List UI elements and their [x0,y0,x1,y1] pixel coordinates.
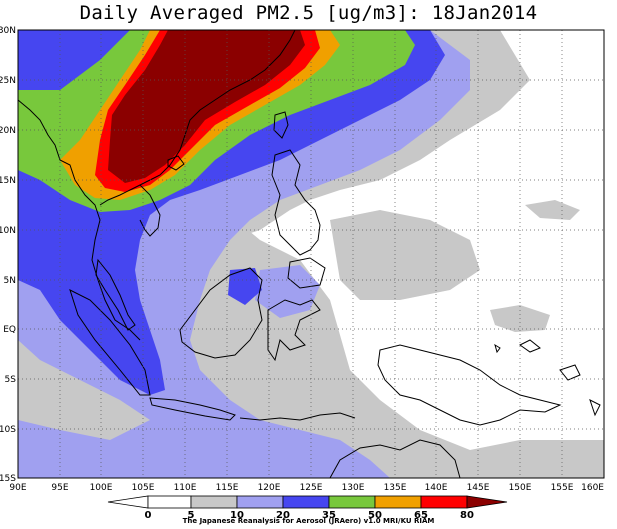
lon-label: 105E [132,483,155,493]
colorbar-label: 35 [322,510,336,521]
colorbar-left-arrow [107,495,149,509]
lat-label: 25N [0,76,16,86]
concentration-field [18,30,604,478]
islands-east [494,339,601,417]
lat-label: 15S [0,474,16,484]
colorbar-segment [190,495,238,509]
colorbar-segment [420,495,468,509]
lat-label: 10N [0,226,16,236]
lon-label: 115E [216,483,239,493]
lat-label: 10S [0,425,16,435]
colorbar-label: 10 [230,510,244,521]
colorbar: 0 5 10 20 35 50 65 80 [107,495,508,521]
colorbar-label: 20 [276,510,290,521]
gridlines [18,30,604,478]
lon-label: 150E [509,483,532,493]
lon-labels: 90E 95E 100E 105E 110E 115E 120E 125E 13… [9,483,604,493]
colorbar-label: 80 [460,510,474,521]
lon-label: 120E [258,483,281,493]
coastlines [18,30,601,478]
colorbar-label: 65 [414,510,428,521]
lon-label: 145E [467,483,490,493]
colorbar-segment [282,495,330,509]
colorbar-segment [374,495,422,509]
colorbar-right-arrow [466,495,508,509]
grey-band-east [330,210,480,300]
hainan-coast [167,155,185,171]
java-coast [149,397,236,421]
lon-label: 130E [342,483,365,493]
borneo-coast [179,267,263,359]
blue-patch-sea [228,268,262,305]
colorbar-segment [147,495,192,509]
colorbar-segment [236,495,284,509]
colorbar-label: 0 [145,510,152,521]
lon-label: 95E [51,483,68,493]
lat-labels: 30N 25N 20N 15N 10N 5N EQ 5S 10S 15S [0,26,16,484]
new-guinea-coast [377,344,562,426]
lon-label: 140E [425,483,448,493]
lat-label: EQ [3,325,16,335]
lon-label: 135E [384,483,407,493]
taiwan-coast [273,111,289,139]
lat-label: 5S [5,375,17,385]
indochina-coast [139,184,161,237]
lon-label: 125E [300,483,323,493]
map-title: Daily Averaged PM2.5 [ug/m3]: 18Jan2014 [79,2,538,24]
sulawesi-coast [267,299,321,362]
lat-label: 5N [4,276,16,286]
mindanao-coast [287,257,326,289]
australia-coast [329,439,461,478]
colorbar-label: 5 [188,510,195,521]
lon-label: 110E [174,483,197,493]
sumatra-coast [69,289,151,396]
lon-label: 100E [90,483,113,493]
grey-patch-2 [525,200,580,220]
colorbar-label: 50 [368,510,382,521]
philippines-coast [271,149,321,256]
lightblue-patch-east [255,265,320,318]
map-frame [17,29,605,479]
lat-label: 30N [0,26,16,36]
credit-text: The Japanese Reanalysis for Aerosol (JRA… [182,517,435,525]
colorbar-segment [328,495,376,509]
malay-peninsula-coast [95,258,136,331]
lesser-sunda-coast [239,412,356,421]
lon-label: 155E [551,483,574,493]
darkred-band [108,30,305,183]
lat-label: 20N [0,126,16,136]
lon-label: 160E [581,483,604,493]
lat-label: 15N [0,176,16,186]
lon-label: 90E [9,483,26,493]
